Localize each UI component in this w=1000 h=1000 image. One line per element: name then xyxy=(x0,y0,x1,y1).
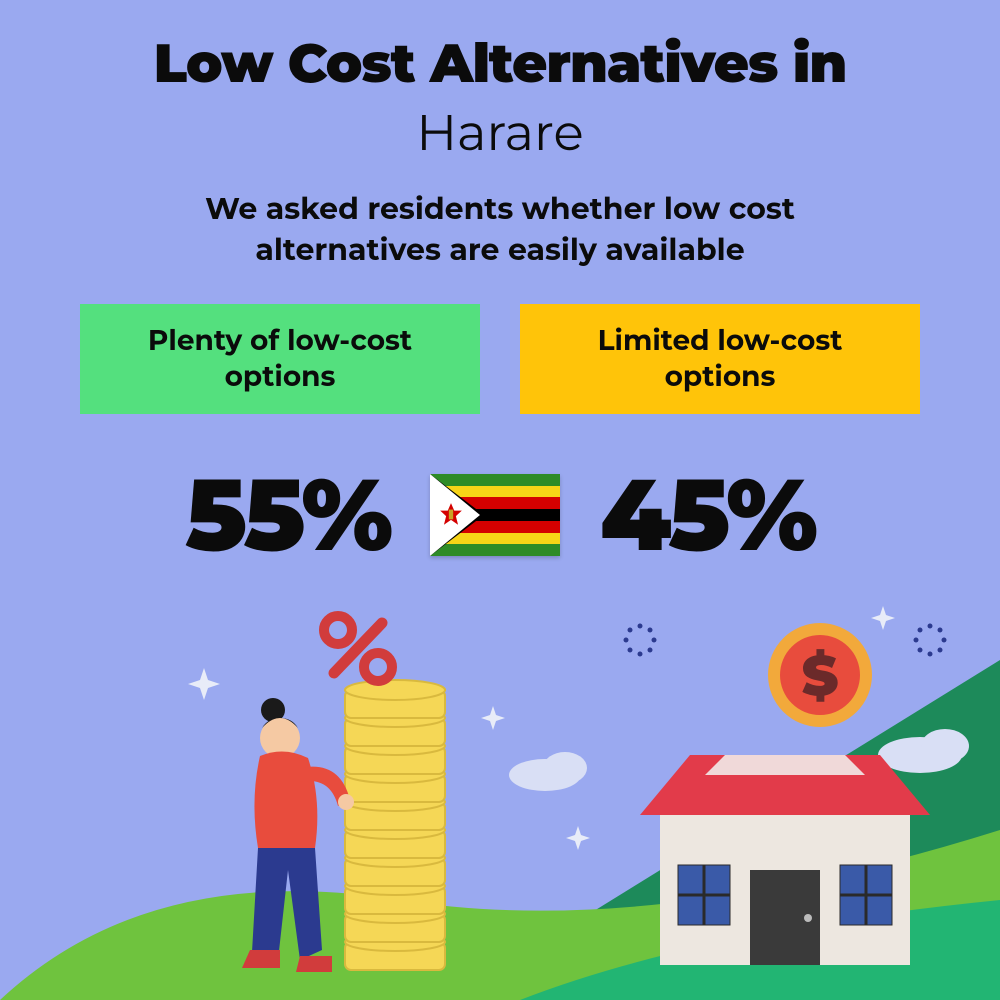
stat-limited-value: 45% xyxy=(600,454,815,576)
infographic-canvas: Low Cost Alternatives in Harare We asked… xyxy=(0,0,1000,1000)
options-row: Plenty of low-cost options Limited low-c… xyxy=(0,304,1000,414)
zimbabwe-flag-icon xyxy=(430,474,560,556)
dollar-coin-icon: $ xyxy=(768,623,872,727)
stat-plenty-value: 55% xyxy=(185,454,390,576)
cloud-icon xyxy=(509,752,587,791)
option-limited: Limited low-cost options xyxy=(520,304,920,414)
illustration: $ xyxy=(0,600,1000,1000)
option-plenty-label: Plenty of low-cost options xyxy=(110,323,450,396)
svg-text:$: $ xyxy=(802,642,839,710)
window-icon xyxy=(678,865,730,925)
title-line-1: Low Cost Alternatives in xyxy=(0,30,1000,96)
coin-stack-icon xyxy=(345,680,445,970)
firework-icon xyxy=(914,624,947,657)
option-plenty: Plenty of low-cost options xyxy=(80,304,480,414)
stats-row: 55% 45% xyxy=(0,454,1000,576)
flag-emblem-icon xyxy=(438,502,464,528)
firework-icon xyxy=(624,624,657,657)
title-line-2: Harare xyxy=(0,102,1000,163)
window-icon xyxy=(840,865,892,925)
title-block: Low Cost Alternatives in Harare xyxy=(0,0,1000,163)
subtitle-text: We asked residents whether low cost alte… xyxy=(110,189,890,270)
house-icon xyxy=(640,755,930,965)
option-limited-label: Limited low-cost options xyxy=(550,323,890,396)
percent-icon xyxy=(324,616,392,681)
